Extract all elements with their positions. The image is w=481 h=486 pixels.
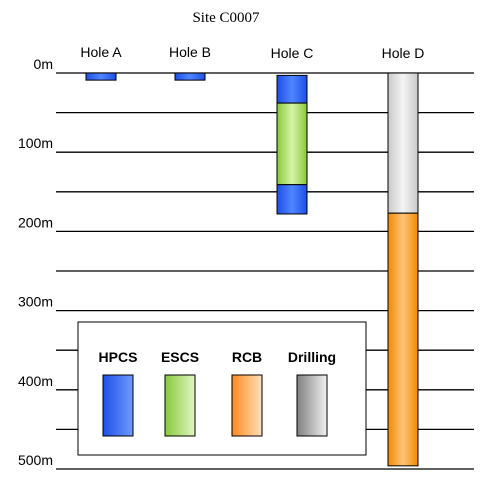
hole-column: Hole A [80,44,122,81]
page-title: Site C0007 [192,10,260,26]
legend-item: HPCS [99,349,138,437]
depth-label: 200m [18,214,53,230]
core-interval-drilling [387,72,419,214]
core-interval-hpcs [85,72,117,81]
legend-label: Drilling [288,349,336,365]
legend-swatch [164,374,196,437]
legend-label: ESCS [161,349,199,365]
legend-swatch [296,374,328,437]
legend-label: HPCS [99,349,138,365]
legend-item: ESCS [161,349,199,437]
legend: HPCS ESCS RCB Drilling [77,321,367,456]
hole-columns: Hole A Hole B Hole C Hole D [80,44,425,467]
depth-label: 100m [18,135,53,151]
legend-item: Drilling [288,349,336,437]
legend-label: RCB [232,349,262,365]
depth-label: 300m [18,294,53,310]
core-interval-hpcs [276,74,308,104]
core-interval-hpcs [276,184,308,215]
legend-item: RCB [231,349,263,437]
hole-label: Hole D [382,45,425,61]
legend-swatch [231,374,263,437]
hole-label: Hole C [271,45,314,61]
hole-column: Hole C [271,45,314,215]
core-interval-escs [276,102,308,186]
core-interval-hpcs [174,72,206,81]
hole-column: Hole D [382,45,425,467]
depth-label: 500m [18,452,53,468]
hole-column: Hole B [169,44,211,81]
depth-label: 0m [34,56,53,72]
depth-label: 400m [18,373,53,389]
core-interval-rcb [387,212,419,467]
hole-label: Hole A [80,44,122,60]
legend-swatch [102,374,134,437]
depth-axis-labels: 0m 100m 200m 300m 400m 500m [18,56,53,468]
hole-label: Hole B [169,44,211,60]
